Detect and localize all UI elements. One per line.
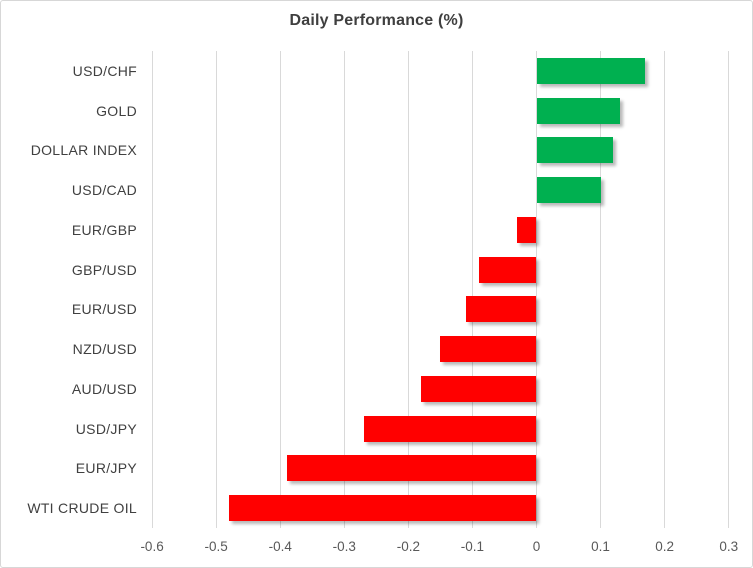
gridline bbox=[343, 51, 345, 528]
bar-eur-jpy bbox=[286, 455, 537, 482]
x-tick-label: 0.1 bbox=[591, 539, 610, 554]
bar-usd-jpy bbox=[363, 415, 537, 442]
gridline bbox=[600, 51, 602, 528]
gridline bbox=[279, 51, 281, 528]
gridline bbox=[728, 51, 730, 528]
category-label-gbp-usd: GBP/USD bbox=[71, 261, 137, 278]
gridline bbox=[471, 51, 473, 528]
category-label-dollar-index: DOLLAR INDEX bbox=[30, 142, 137, 159]
category-label-usd-cad: USD/CAD bbox=[71, 182, 137, 199]
category-label-aud-usd: AUD/USD bbox=[71, 380, 137, 397]
bar-usd-chf bbox=[536, 57, 646, 84]
category-label-nzd-usd: NZD/USD bbox=[72, 341, 137, 358]
bar-dollar-index bbox=[536, 137, 614, 164]
gridline bbox=[536, 51, 537, 528]
x-tick-label: -0.5 bbox=[204, 539, 228, 554]
bar-eur-usd bbox=[466, 296, 537, 323]
gridline bbox=[215, 51, 217, 528]
gridline bbox=[151, 51, 153, 528]
chart-title: Daily Performance (%) bbox=[289, 12, 464, 29]
bar-aud-usd bbox=[421, 375, 537, 402]
category-label-usd-jpy: USD/JPY bbox=[75, 420, 137, 437]
category-label-gold: GOLD bbox=[96, 102, 137, 119]
bar-gold bbox=[536, 97, 620, 124]
x-tick-label: -0.3 bbox=[332, 539, 356, 554]
x-tick-label: 0.2 bbox=[655, 539, 675, 554]
x-tick-label: -0.1 bbox=[460, 539, 485, 554]
category-label-eur-usd: EUR/USD bbox=[71, 301, 137, 318]
bar-gbp-usd bbox=[478, 256, 537, 283]
category-label-eur-jpy: EUR/JPY bbox=[75, 460, 137, 477]
gridline bbox=[664, 51, 666, 528]
bar-usd-cad bbox=[536, 177, 601, 204]
gridline bbox=[407, 51, 409, 528]
x-tick-label: 0 bbox=[532, 539, 541, 554]
x-tick-label: -0.2 bbox=[396, 539, 420, 554]
bar-nzd-usd bbox=[440, 336, 537, 363]
x-tick-label: -0.6 bbox=[140, 539, 164, 554]
category-label-wti-crude-oil: WTI CRUDE OIL bbox=[27, 500, 137, 517]
bar-wti-crude-oil bbox=[228, 495, 537, 522]
category-label-eur-gbp: EUR/GBP bbox=[71, 221, 137, 238]
x-tick-label: 0.3 bbox=[719, 539, 739, 554]
bar-eur-gbp bbox=[517, 216, 537, 243]
x-tick-label: -0.4 bbox=[268, 539, 292, 554]
category-label-usd-chf: USD/CHF bbox=[72, 62, 137, 79]
